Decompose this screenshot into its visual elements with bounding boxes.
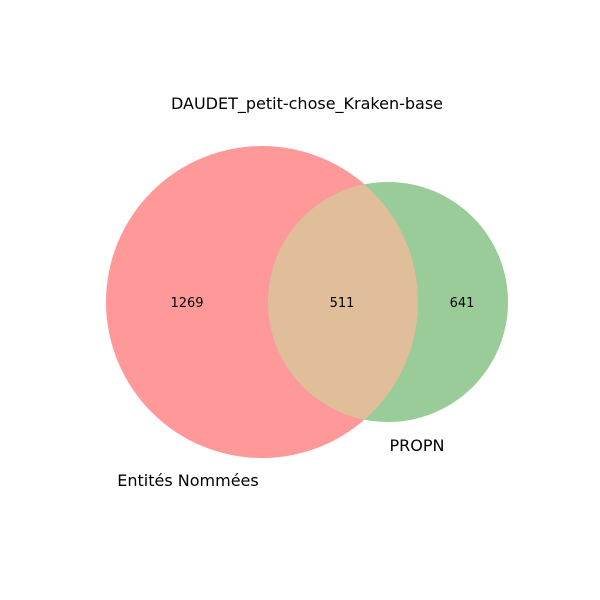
intersection-region — [268, 182, 418, 422]
diagram-title: DAUDET_petit-chose_Kraken-base — [171, 94, 443, 114]
set-label-propn: PROPN — [390, 436, 445, 455]
count-intersection: 511 — [330, 296, 355, 311]
count-propn-only: 641 — [450, 296, 475, 311]
set-label-entites-nommees: Entités Nommées — [117, 471, 258, 490]
count-entites-nommees-only: 1269 — [170, 296, 203, 311]
